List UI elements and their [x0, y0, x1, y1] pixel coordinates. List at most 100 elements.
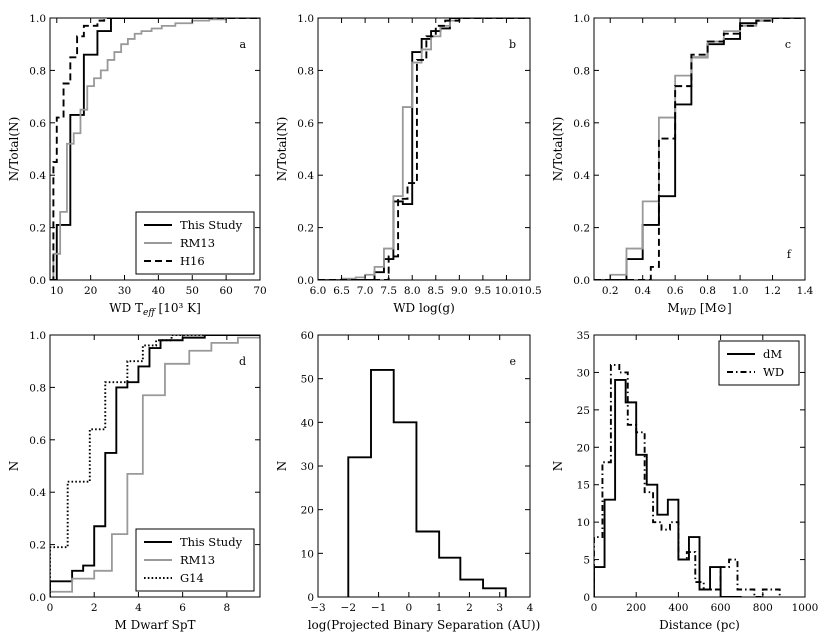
x-tick-label: 0.8: [699, 285, 716, 297]
x-tick-label: 0: [47, 602, 54, 614]
panel-f: 0 200 400 600 800 1000 0 5 10 15 20 25 30 35 Distance …: [551, 330, 818, 632]
y-tick-label: 0.0: [297, 275, 314, 287]
x-tick-label: 8.0: [404, 285, 421, 297]
series-this-study: [50, 335, 260, 597]
y-tick-label: 0.6: [297, 118, 314, 130]
y-tick-label: 0.4: [29, 487, 46, 499]
x-tick-label: 10.0: [495, 285, 518, 297]
x-tick-label: 6.5: [333, 285, 350, 297]
plot-frame: [49, 17, 261, 281]
y-tick-label: 1.0: [29, 13, 46, 25]
legend-label: G14: [180, 571, 204, 585]
plot-frame: [593, 17, 806, 281]
x-tick-label: 800: [753, 602, 773, 614]
x-tick-label: 4: [135, 602, 142, 614]
x-tick-label: 7.5: [380, 285, 397, 297]
y-tick-label: 0.2: [297, 223, 314, 235]
y-tick-label: 60: [301, 330, 314, 342]
x-tick-label: 400: [668, 602, 688, 614]
plot-frame: [317, 17, 531, 281]
x-tick-label: 30: [118, 285, 131, 297]
x-axis-label: MWD [M⊙]: [667, 301, 731, 318]
y-tick-label: 0.8: [573, 65, 590, 77]
y-tick-label: 10: [577, 517, 590, 529]
panel-d: 0 2 4 6 8 0.0 0.2 0.4 0.6 0.8 1.0 M Dwarf SpT Nd This…: [7, 330, 261, 632]
x-tick-label: 4: [527, 602, 534, 614]
panel-c: 0.2 0.4 0.6 0.8 1.0 1.2 1.40.00.20.40.60.81.0M…: [551, 13, 814, 318]
y-tick-label: 50: [301, 374, 314, 386]
x-tick-label: 20: [84, 285, 97, 297]
panel-extra-label: f: [787, 248, 792, 261]
x-tick-label: 2: [91, 602, 98, 614]
plot-frame: [317, 334, 531, 598]
legend-label: dM: [763, 347, 782, 361]
x-tick-label: 3: [496, 602, 503, 614]
y-tick-label: 0.2: [573, 223, 590, 235]
x-tick-label: −2: [341, 602, 356, 614]
series-dm: [594, 378, 742, 597]
legend-box: [718, 340, 800, 386]
legend-label: This Study: [180, 535, 243, 549]
x-axis-label: WD Teff [10³ K]: [109, 301, 201, 318]
y-tick-label: 0: [583, 592, 590, 604]
series-rm13: [318, 18, 530, 280]
series-rm13: [50, 18, 260, 280]
y-tick-label: 40: [301, 417, 314, 429]
x-tick-label: 50: [186, 285, 199, 297]
legend: This Study RM13 H16: [135, 211, 255, 275]
y-tick-label: 0.0: [29, 592, 46, 604]
x-tick-label: 0.4: [634, 285, 651, 297]
series-rm13: [50, 335, 260, 597]
x-tick-label: −3: [310, 602, 325, 614]
y-tick-label: 0.8: [297, 65, 314, 77]
x-tick-label: 6.0: [310, 285, 327, 297]
legend-label: H16: [180, 254, 205, 268]
x-tick-label: 40: [152, 285, 165, 297]
y-axis-label: N/Total(N): [7, 117, 21, 182]
series-wd: [594, 363, 781, 597]
x-tick-label: 10: [50, 285, 63, 297]
series-h16: [318, 18, 530, 280]
y-tick-label: 0: [307, 592, 314, 604]
x-tick-label: 9.0: [451, 285, 468, 297]
x-tick-label: 60: [219, 285, 232, 297]
x-axis-label: Distance (pc): [659, 618, 740, 632]
legend-label: This Study: [180, 218, 243, 232]
plot-frame: [49, 334, 261, 598]
panel-a: 10 20 30 40 50 60 70 0.0 0.2 0.4 0.6 0.8 1.0 WD Teff …: [7, 13, 267, 318]
y-tick-label: 10: [301, 548, 314, 560]
y-tick-label: 1.0: [29, 330, 46, 342]
x-tick-label: 1.2: [764, 285, 781, 297]
y-tick-label: 20: [577, 442, 590, 454]
x-tick-label: 0: [406, 602, 413, 614]
series-rm13: [594, 18, 805, 280]
y-tick-label: 0.0: [573, 275, 590, 287]
x-tick-label: 6: [179, 602, 186, 614]
series-this-study: [50, 18, 260, 280]
x-tick-label: 600: [711, 602, 731, 614]
y-axis-label: N: [551, 461, 565, 472]
series-h16: [594, 18, 805, 280]
panel-letter: d: [239, 355, 246, 368]
plot-frame: [593, 334, 806, 598]
x-tick-label: −1: [371, 602, 386, 614]
legend: dM WD: [718, 340, 800, 386]
x-axis-label: WD log(g): [393, 301, 455, 315]
x-tick-label: 8.5: [427, 285, 444, 297]
x-tick-label: 1.4: [797, 285, 814, 297]
y-tick-label: 30: [577, 367, 590, 379]
y-tick-label: 35: [577, 330, 590, 342]
panel-letter: b: [509, 38, 516, 51]
panel-letter: a: [239, 38, 246, 51]
y-tick-label: 20: [301, 505, 314, 517]
panel-letter: c: [785, 38, 791, 51]
y-tick-label: 0.8: [29, 382, 46, 394]
x-tick-label: 0.6: [667, 285, 684, 297]
y-tick-label: 1.0: [573, 13, 590, 25]
x-axis-label: log(Projected Binary Separation (AU)): [308, 618, 541, 632]
x-tick-label: 200: [626, 602, 646, 614]
x-tick-label: 0: [591, 602, 598, 614]
y-tick-label: 0.2: [29, 540, 46, 552]
